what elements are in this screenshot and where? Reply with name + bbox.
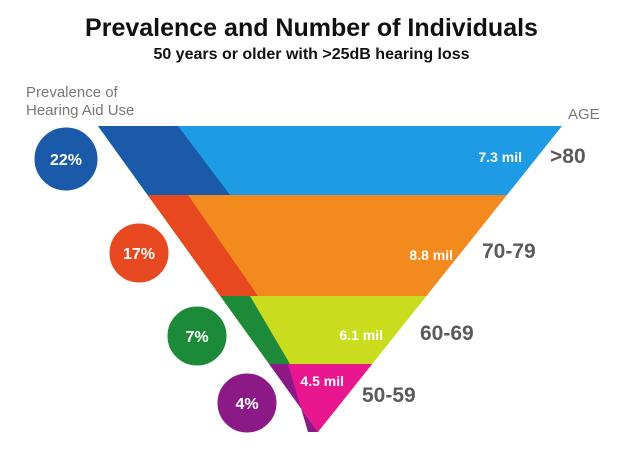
number-label->80: 7.3 mil <box>478 149 522 165</box>
age-category-70-79: 70-79 <box>482 240 536 263</box>
chart-title: Prevalence and Number of Individuals <box>85 14 538 42</box>
prevalence-value->80: 22% <box>50 152 82 169</box>
prevalence-value-60-69: 7% <box>185 329 208 346</box>
prevalence-label-line2: Hearing Aid Use <box>26 102 135 119</box>
age-category->80: >80 <box>550 145 586 168</box>
age-label: AGE <box>568 106 600 123</box>
age-category-60-69: 60-69 <box>420 322 474 345</box>
prevalence-segment-70-79 <box>147 195 258 296</box>
prevalence-circle-70-79 <box>106 220 172 286</box>
prevalence-circle->80 <box>31 124 101 194</box>
age-category-50-59: 50-59 <box>362 384 416 407</box>
chart-subtitle: 50 years or older with >25dB hearing los… <box>153 46 470 63</box>
prevalence-value-70-79: 17% <box>123 246 155 263</box>
prevalence-segment->80 <box>98 126 230 195</box>
prevalence-segment-50-59 <box>269 364 318 432</box>
number-label-50-59: 4.5 mil <box>300 373 344 389</box>
prevalence-segment-60-69 <box>220 296 290 364</box>
prevalence-label: Prevalence of Hearing Aid Use <box>26 84 134 120</box>
prevalence-label-line1: Prevalence of <box>26 84 118 101</box>
funnel-segment-50-59 <box>269 364 373 432</box>
number-label-70-79: 8.8 mil <box>409 247 453 263</box>
prevalence-value-50-59: 4% <box>235 396 258 413</box>
prevalence-circle-60-69 <box>164 303 230 369</box>
prevalence-circle-50-59 <box>214 370 280 436</box>
number-label-60-69: 6.1 mil <box>339 327 383 343</box>
